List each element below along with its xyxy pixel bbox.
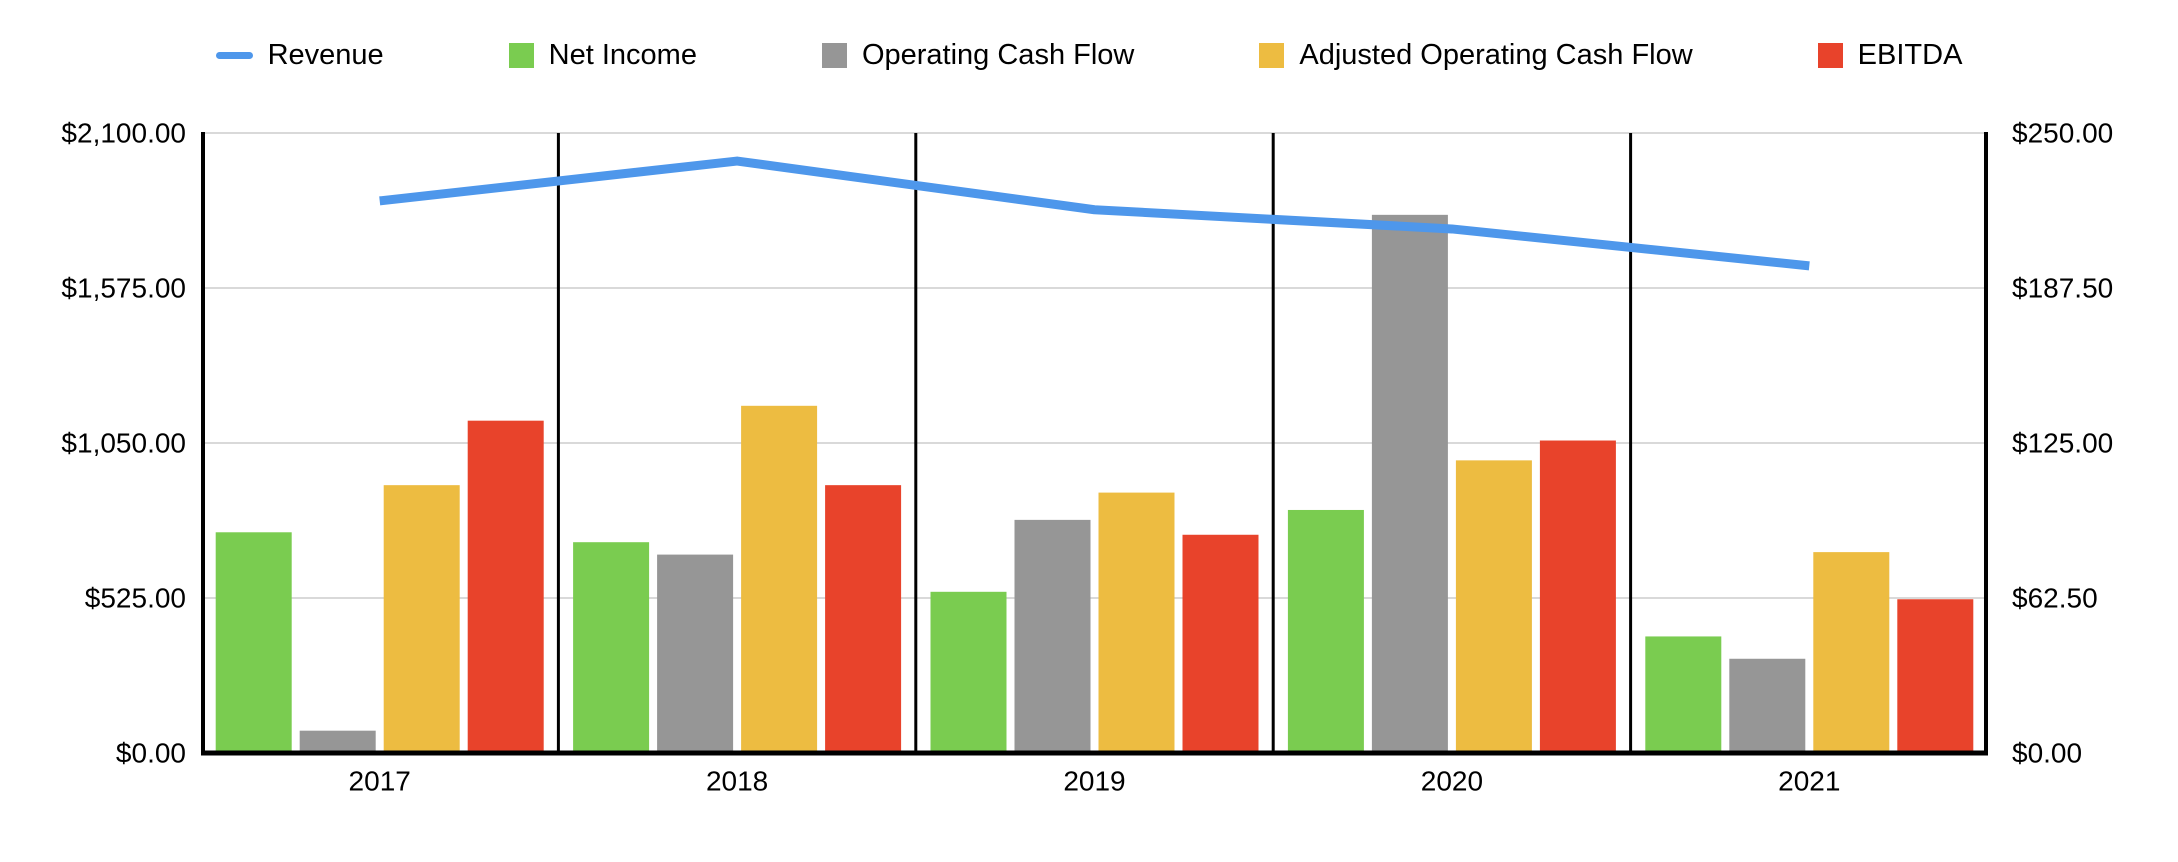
bar-2020-adjusted-operating-cash-flow[interactable]: [1455, 460, 1532, 753]
legend-marker-ebitda-icon: [1817, 42, 1843, 68]
right-axis-tick: $0.00: [2012, 738, 2082, 769]
legend-item-adjusted-operating-cash-flow[interactable]: Adjusted Operating Cash Flow: [1259, 38, 1693, 72]
legend-marker-net-income-icon: [508, 42, 534, 68]
right-axis-tick: $125.00: [2012, 428, 2113, 459]
legend-label: Revenue: [267, 38, 384, 71]
bar-2017-net-income[interactable]: [215, 532, 292, 753]
bar-2018-net-income[interactable]: [573, 542, 650, 753]
bar-2019-adjusted-operating-cash-flow[interactable]: [1098, 492, 1175, 753]
legend-marker-revenue-icon: [215, 51, 253, 59]
legend-marker-adjusted-operating-cash-flow-icon: [1259, 42, 1285, 68]
x-axis-label-2019: 2019: [1063, 766, 1125, 797]
bar-2020-operating-cash-flow[interactable]: [1371, 214, 1448, 754]
left-axis-tick: $1,050.00: [61, 428, 186, 459]
bar-2019-operating-cash-flow[interactable]: [1014, 519, 1091, 753]
legend-label: Operating Cash Flow: [861, 38, 1135, 71]
bar-2021-ebitda[interactable]: [1897, 599, 1974, 753]
legend-marker-operating-cash-flow-icon: [821, 42, 847, 68]
left-axis-tick: $0.00: [116, 738, 186, 769]
bar-2021-adjusted-operating-cash-flow[interactable]: [1813, 552, 1890, 753]
bar-2020-net-income[interactable]: [1287, 509, 1364, 753]
bar-2020-ebitda[interactable]: [1539, 440, 1616, 753]
legend-label: Adjusted Operating Cash Flow: [1299, 38, 1693, 71]
legend-item-net-income[interactable]: Net Income: [508, 38, 697, 72]
revenue-line[interactable]: [379, 156, 1810, 271]
x-axis-label-2017: 2017: [349, 766, 411, 797]
bar-2017-operating-cash-flow[interactable]: [299, 730, 376, 753]
legend-item-ebitda[interactable]: EBITDA: [1817, 38, 1963, 72]
bar-2019-ebitda[interactable]: [1182, 534, 1259, 753]
legend-item-revenue[interactable]: Revenue: [215, 38, 384, 72]
x-axis-label-2018: 2018: [706, 766, 768, 797]
bar-2017-adjusted-operating-cash-flow[interactable]: [383, 485, 460, 753]
legend-item-operating-cash-flow[interactable]: Operating Cash Flow: [821, 38, 1135, 72]
left-axis-tick: $525.00: [85, 583, 186, 614]
left-axis-tick: $1,575.00: [61, 273, 186, 304]
legend-label: Net Income: [548, 38, 697, 71]
legend-label: EBITDA: [1857, 38, 1963, 71]
bar-2018-ebitda[interactable]: [825, 485, 902, 753]
right-axis-tick: $62.50: [2012, 583, 2098, 614]
bar-2017-ebitda[interactable]: [467, 420, 544, 753]
right-axis-tick: $187.50: [2012, 273, 2113, 304]
bar-2021-net-income[interactable]: [1645, 636, 1722, 753]
x-axis-label-2020: 2020: [1421, 766, 1483, 797]
bar-2019-net-income[interactable]: [930, 591, 1007, 753]
bar-2018-adjusted-operating-cash-flow[interactable]: [741, 405, 818, 753]
right-axis-tick: $250.00: [2012, 118, 2113, 149]
chart-legend: Revenue Net Income Operating Cash Flow Adju…: [0, 26, 2178, 84]
bar-2021-operating-cash-flow[interactable]: [1729, 658, 1806, 753]
left-axis-tick: $2,100.00: [61, 118, 186, 149]
x-axis-label-2021: 2021: [1778, 766, 1840, 797]
bar-2018-operating-cash-flow[interactable]: [657, 554, 734, 753]
